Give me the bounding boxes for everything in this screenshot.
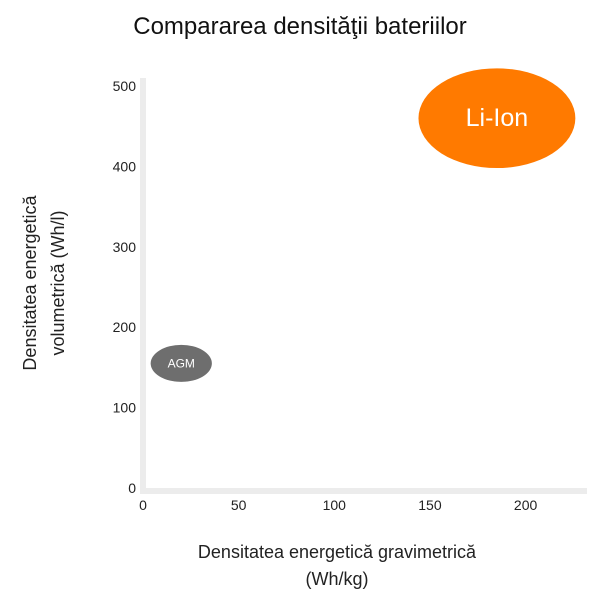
x-axis-line [140,488,587,494]
x-tick-label: 150 [418,497,442,513]
x-axis-title-line-1: Densitatea energetică gravimetrică [198,542,477,562]
y-tick-label: 500 [113,78,137,94]
y-tick-label: 300 [113,239,137,255]
x-axis-title-line-2: (Wh/kg) [306,569,369,589]
bubble-series: AGM Li-Ion [150,68,576,382]
x-tick-labels: 0 50 100 150 200 [139,497,537,513]
bubble-li-ion [418,68,576,169]
y-tick-label: 0 [128,480,136,496]
y-tick-label: 100 [113,400,137,416]
y-axis-line [140,78,146,493]
x-tick-label: 100 [323,497,347,513]
bubble-label-li-ion: Li-Ion [466,104,529,132]
y-axis-title-line-1: Densitatea energetică [20,194,40,370]
y-axis-title-line-2: volumetrică (Wh/l) [48,210,68,355]
x-tick-label: 0 [139,497,147,513]
chart-title: Compararea densităţii bateriilor [133,13,467,40]
x-tick-label: 200 [514,497,538,513]
bubble-agm [150,344,212,382]
x-tick-label: 50 [231,497,247,513]
y-tick-label: 200 [113,319,137,335]
bubble-label-agm: AGM [168,356,195,370]
y-tick-label: 400 [113,158,137,174]
y-axis-title: Densitatea energetică volumetrică (Wh/l) [20,194,68,370]
y-tick-labels: 0 100 200 300 400 500 [113,78,137,496]
